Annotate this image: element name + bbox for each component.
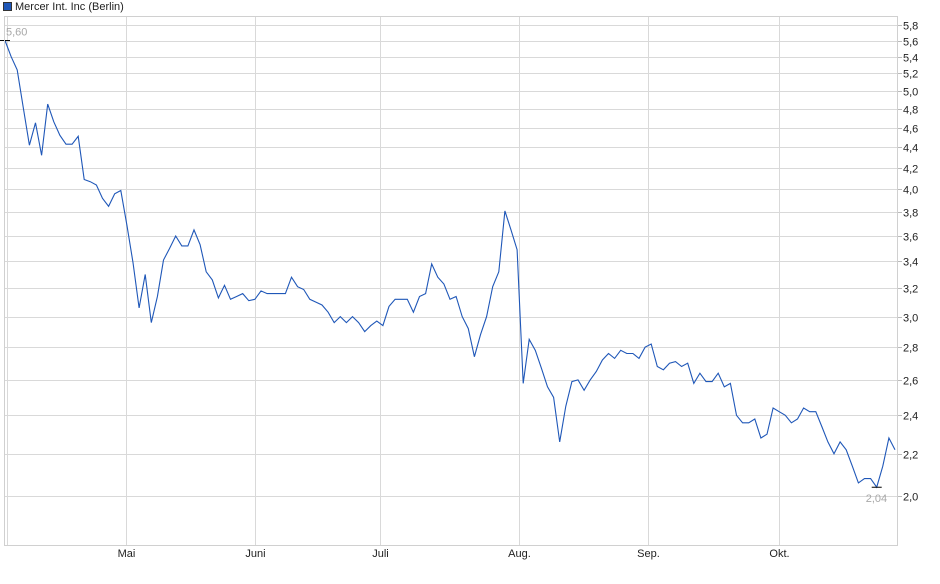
y-tick-label: 4,4	[903, 143, 918, 155]
y-tick-label: 3,2	[903, 284, 918, 296]
x-tick-label: Mai	[118, 548, 136, 560]
y-tick-label: 5,0	[903, 87, 918, 99]
y-tick-label: 3,6	[903, 232, 918, 244]
y-tick-label: 4,8	[903, 105, 918, 117]
x-tick-label: Okt.	[769, 548, 789, 560]
y-tick-label: 5,6	[903, 37, 918, 49]
y-tick-label: 3,8	[903, 208, 918, 220]
high-label: 5,60	[6, 27, 27, 39]
plot-frame	[4, 16, 898, 546]
annotations: 5,60 2,04	[0, 27, 887, 505]
y-tick-label: 2,8	[903, 343, 918, 355]
x-tick-label: Juni	[245, 548, 265, 560]
y-tick-label: 3,4	[903, 257, 918, 269]
legend-label: Mercer Int. Inc (Berlin)	[15, 1, 124, 13]
y-tick-label: 4,6	[903, 124, 918, 136]
grid	[5, 16, 902, 545]
x-tick-label: Sep.	[637, 548, 660, 560]
y-tick-label: 2,0	[903, 492, 918, 504]
x-tick-label: Juli	[372, 548, 389, 560]
y-tick-label: 3,0	[903, 313, 918, 325]
price-line	[4, 40, 896, 489]
y-tick-label: 2,6	[903, 376, 918, 388]
y-tick-label: 4,2	[903, 164, 918, 176]
x-axis-labels: Mai Juni Juli Aug. Sep. Okt.	[118, 548, 790, 560]
y-tick-label: 2,4	[903, 411, 918, 423]
legend-swatch	[3, 2, 12, 11]
low-label: 2,04	[866, 493, 887, 505]
y-axis-labels: 5,8 5,6 5,4 5,2 5,0 4,8 4,6 4,4 4,2 4,0 3,8 3,6 3,4 3…	[903, 21, 918, 504]
y-tick-label: 2,2	[903, 450, 918, 462]
y-tick-label: 5,8	[903, 21, 918, 33]
x-tick-label: Aug.	[508, 548, 531, 560]
y-tick-label: 4,0	[903, 185, 918, 197]
y-tick-label: 5,4	[903, 53, 918, 65]
y-tick-label: 5,2	[903, 69, 918, 81]
